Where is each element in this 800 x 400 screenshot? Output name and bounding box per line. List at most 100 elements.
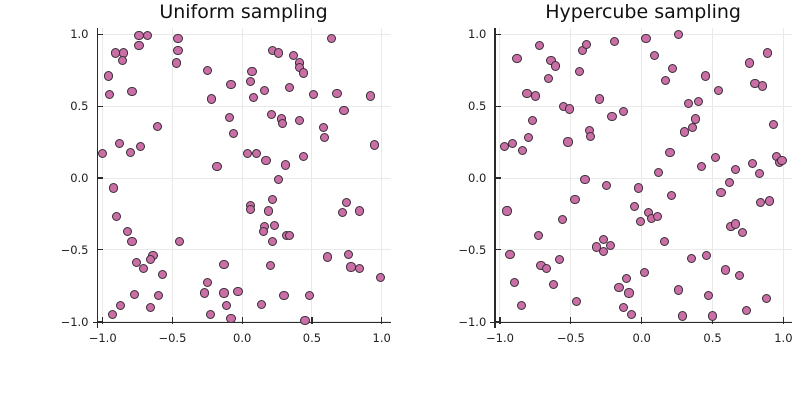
scatter-point (634, 183, 644, 193)
x-gridline (570, 27, 572, 324)
y-gridline (494, 249, 792, 251)
scatter-point (571, 296, 582, 307)
scatter-point (607, 111, 617, 121)
scatter-point (639, 268, 650, 278)
scatter-point (264, 206, 274, 216)
x-tick-mark (102, 317, 104, 324)
scatter-point (243, 148, 253, 159)
scatter-point (763, 48, 773, 58)
scatter-point (322, 252, 332, 262)
scatter-point (289, 51, 299, 61)
y-tick-label: 0.0 (70, 171, 89, 185)
scatter-point (226, 314, 236, 324)
y-tick-mark (494, 177, 501, 179)
x-tick-mark (171, 317, 174, 324)
scatter-point (542, 263, 552, 274)
scatter-point (199, 288, 210, 298)
scatter-point (248, 92, 258, 103)
y-gridline (96, 33, 391, 35)
scatter-point (716, 187, 726, 197)
scatter-point (594, 94, 604, 104)
scatter-point (342, 197, 352, 208)
y-gridline (96, 321, 391, 323)
scatter-point (741, 305, 752, 315)
x-tick-label: −0.5 (556, 330, 585, 345)
scatter-point (508, 138, 518, 149)
scatter-point (730, 164, 740, 174)
scatter-point (550, 61, 560, 71)
scatter-point (618, 107, 628, 117)
scatter-point (117, 55, 127, 65)
x-tick-label: 1.0 (372, 330, 391, 345)
scatter-point (318, 123, 328, 133)
y-tick-label: 0.0 (468, 171, 487, 185)
scatter-point (630, 202, 640, 212)
hypercube-sampling-plot-area: −1.0 −0.5 0.0 0.5 1.0 1.0 0.5 0.0 −0.5 −1.0 (458, 27, 792, 344)
y-tick-label: −0.5 (458, 242, 487, 257)
scatter-point (266, 110, 277, 120)
x-tick-mark (311, 317, 313, 324)
scatter-point (627, 309, 637, 320)
scatter-point (202, 65, 212, 75)
scatter-point (233, 286, 243, 297)
scatter-point (245, 77, 256, 87)
scatter-point (112, 212, 122, 222)
scatter-point (142, 31, 152, 41)
scatter-point (131, 258, 141, 268)
scatter-point (285, 230, 295, 241)
scatter-point (145, 302, 155, 312)
scatter-point (554, 255, 565, 265)
scatter-point (690, 114, 701, 124)
scatter-point (720, 265, 730, 275)
scatter-point (678, 311, 688, 321)
scatter-point (563, 137, 573, 147)
scatter-point (570, 194, 580, 205)
scatter-point (134, 41, 144, 51)
scatter-point (158, 269, 168, 279)
scatter-point (673, 285, 684, 295)
x-gridline (381, 27, 383, 324)
scatter-point (693, 97, 703, 107)
uniform-sampling-plot-area: −1.0 −0.5 0.0 0.5 1.0 1.0 0.5 0.0 −0.5 −1.0 (61, 27, 391, 344)
scatter-point (219, 259, 229, 269)
scatter-point (258, 226, 268, 236)
scatter-point (580, 174, 590, 185)
scatter-point (226, 79, 236, 90)
scatter-point (533, 230, 543, 241)
scatter-point (280, 160, 291, 170)
scatter-point (172, 58, 182, 68)
scatter-point (105, 90, 115, 100)
scatter-point (229, 128, 239, 139)
scatter-point (702, 250, 712, 261)
y-gridline (494, 177, 792, 179)
scatter-point (757, 81, 767, 91)
scatter-point (683, 98, 694, 108)
scatter-point (109, 183, 119, 193)
scatter-point (278, 118, 288, 128)
scatter-point (152, 121, 162, 131)
y-tick-label: −0.5 (60, 242, 89, 257)
scatter-point (145, 255, 155, 265)
x-gridline (102, 27, 104, 324)
scatter-point (273, 174, 284, 185)
x-tick-label: 0.0 (233, 330, 252, 345)
scatter-point (173, 45, 183, 55)
scatter-point (661, 75, 671, 85)
scatter-point (370, 140, 380, 150)
y-gridline (96, 105, 391, 107)
plot-title-uniform-sampling: Uniform sampling (159, 1, 328, 23)
scatter-point (768, 120, 779, 130)
x-gridline (311, 27, 313, 324)
scatter-point (730, 219, 740, 229)
scatter-point (713, 85, 723, 95)
y-tick-label: 0.5 (468, 99, 487, 114)
scatter-point (700, 71, 711, 81)
scatter-point (222, 301, 232, 311)
scatter-point (268, 236, 278, 246)
scatter-point (502, 206, 512, 216)
scatter-point (265, 261, 275, 271)
y-tick-label: 1.0 (70, 27, 89, 42)
x-tick-label: 0.5 (703, 330, 722, 345)
scatter-point (535, 41, 545, 51)
scatter-point (294, 115, 304, 126)
